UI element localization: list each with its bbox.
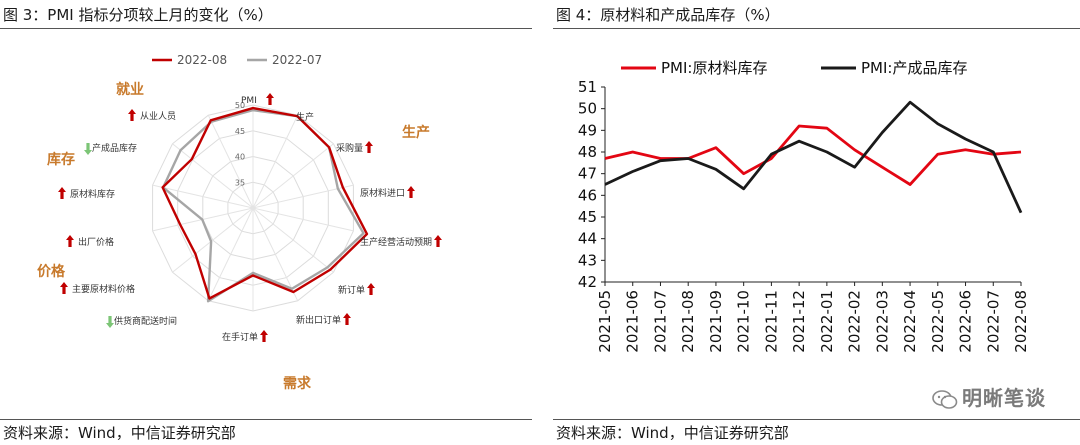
up-arrow-icon [434,235,442,247]
y-tick-label: 45 [578,208,597,226]
radar-tick-label: 50 [235,101,245,110]
down-arrow-icon [106,316,114,328]
radar-tick-label: 40 [235,153,245,162]
x-tick-label: 2021-07 [651,290,669,353]
radar-indicator-label: 采购量 [336,142,363,154]
watermark: 明晰笔谈 [932,382,1046,411]
down-arrow-icon [84,143,92,155]
y-tick-label: 46 [578,186,597,204]
radar-spoke [172,143,254,209]
radar-group-label: 生产 [402,124,430,141]
radar-group-label: 库存 [47,151,75,168]
up-arrow-icon [407,186,415,198]
right-source-rule [553,419,1080,420]
legend-label-2022-07: 2022-07 [272,53,322,67]
x-tick-label: 2021-09 [707,290,725,353]
radar-spoke [252,114,299,209]
radar-indicator-label: 出厂价格 [78,236,114,248]
radar-indicator-label: 产成品库存 [92,142,137,154]
x-tick-label: 2022-07 [984,290,1002,353]
radar-indicator-label: 生产 [296,111,314,123]
up-arrow-icon [365,141,373,153]
x-tick-label: 2021-10 [735,290,753,353]
radar-spoke [252,207,299,302]
radar-spoke [207,207,254,302]
radar-spoke [172,207,254,273]
right-title-rule [553,28,1080,29]
up-arrow-icon [58,187,66,199]
up-arrow-icon [266,93,274,105]
watermark-text: 明晰笔谈 [962,386,1046,410]
radar-spoke [152,184,254,209]
radar-indicator-label: 供货商配送时间 [114,315,177,327]
up-arrow-icon [128,109,136,121]
x-tick-label: 2021-05 [596,290,614,353]
x-tick-label: 2021-08 [679,290,697,353]
y-tick-label: 42 [578,273,597,291]
x-tick-label: 2022-06 [957,290,975,353]
radar-indicator-label: 新订单 [338,284,365,296]
x-tick-label: 2022-04 [901,290,919,353]
left-title-rule [0,28,532,29]
y-tick-label: 51 [578,78,597,96]
radar-indicator-label: 新出口订单 [296,314,341,326]
radar-spoke [252,207,334,273]
x-tick-label: 2022-08 [1012,290,1030,353]
up-arrow-icon [66,235,74,247]
radar-series-2022-07 [161,108,365,303]
up-arrow-icon [260,330,268,342]
radar-spoke [252,184,354,209]
radar-group-label: 价格 [37,263,66,280]
radar-indicator-label: 在手订单 [222,331,258,343]
x-tick-label: 2022-03 [873,290,891,353]
left-source-rule [0,419,532,420]
radar-spoke [207,114,254,209]
up-arrow-icon [343,313,351,325]
radar-indicator-label: 从业人员 [140,111,176,122]
line-series-PMI:产成品库存 [604,100,1023,214]
wechat-icon [932,389,958,409]
left-chart-title: 图 3：PMI 指标分项较上月的变化（%） [3,6,273,24]
y-tick-label: 49 [578,121,597,139]
radar-indicator-label: 生产经营活动预期 [360,236,432,248]
x-tick-label: 2022-01 [818,290,836,353]
y-tick-label: 44 [578,230,597,248]
legend-label-2022-08: 2022-08 [177,53,227,67]
up-arrow-icon [367,283,375,295]
line-chart: 42 43 44 45 46 47 48 49 50 51 2021-05 2021-06 2021-0… [578,59,1030,353]
radar-indicator-label: 原材料进口 [360,187,405,199]
up-arrow-icon [60,282,68,294]
legend-label-raw-material: PMI:原材料库存 [661,59,767,77]
radar-group-label: 需求 [283,375,312,392]
radar-series-2022-08 [161,106,369,300]
legend-label-finished-goods: PMI:产成品库存 [861,59,967,77]
right-chart-source: 资料来源：Wind，中信证券研究部 [556,424,789,442]
x-tick-label: 2021-12 [790,290,808,353]
y-tick-label: 43 [578,251,597,269]
y-tick-label: 50 [578,100,597,118]
right-chart-title: 图 4：原材料和产成品库存（%） [556,6,780,24]
radar-spoke [252,143,334,209]
y-tick-label: 47 [578,165,597,183]
y-tick-label: 48 [578,143,597,161]
radar-tick-label: 35 [235,178,245,187]
radar-group-label: 就业 [116,81,144,98]
x-tick-label: 2022-02 [846,290,864,353]
radar-indicator-label: 主要原材料价格 [72,283,135,295]
x-tick-label: 2021-11 [762,290,780,353]
radar-tick-label: 45 [235,127,245,136]
radar-indicator-label: 原材料库存 [70,188,115,200]
radar-indicator-label: PMI [241,96,257,106]
x-tick-label: 2022-05 [929,290,947,353]
x-tick-label: 2021-06 [624,290,642,353]
left-chart-source: 资料来源：Wind，中信证券研究部 [3,424,236,442]
radar-spoke [252,207,354,232]
